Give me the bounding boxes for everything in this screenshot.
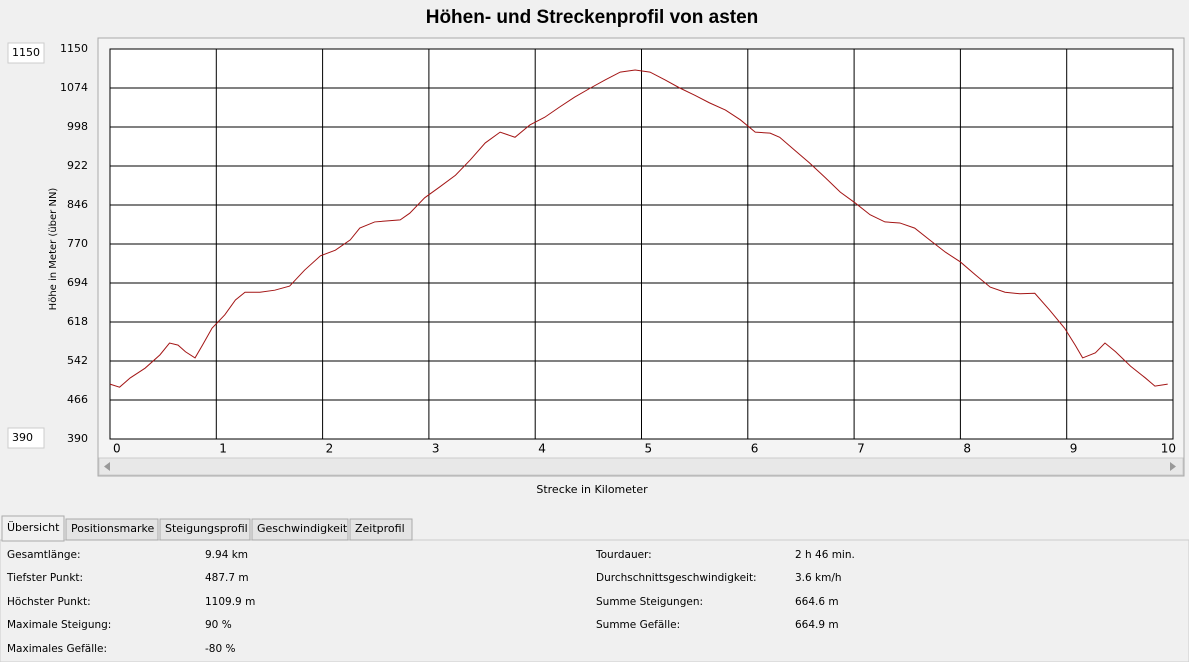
scroll-left[interactable]: [104, 462, 110, 471]
stat-value: 487.7 m: [205, 572, 249, 584]
y-tick-label: 466: [67, 393, 88, 406]
x-tick-label: 0: [113, 442, 121, 456]
stat-value: 664.9 m: [795, 619, 839, 631]
scrollbar[interactable]: [98, 457, 1184, 476]
ymin-box[interactable]: [7, 427, 45, 449]
stats: Gesamtlänge: 9.94 km Tiefster Punkt: 487.7 …: [6, 549, 855, 655]
y-tick-label: 694: [67, 276, 88, 289]
plot-border: [109, 48, 1174, 440]
tab[interactable]: [159, 518, 251, 541]
y-tick-label: 846: [67, 198, 88, 211]
elevation-line: [109, 69, 1168, 388]
tab[interactable]: [349, 518, 413, 541]
ymax-box[interactable]: [7, 42, 45, 64]
y-tick-label: 1074: [60, 81, 88, 94]
x-tick-label: 3: [432, 442, 440, 456]
stat-label: Summe Steigungen:: [596, 596, 703, 608]
scroll-right[interactable]: [1170, 462, 1176, 471]
x-tick-label: 9: [1070, 442, 1078, 456]
y-tick-label: 770: [67, 237, 88, 250]
y-tick-label: 542: [67, 354, 88, 367]
x-tick-label: 8: [963, 442, 971, 456]
stat-value: 2 h 46 min.: [795, 549, 855, 561]
x-tick-label: 10: [1161, 442, 1176, 456]
x-tick-label: 7: [857, 442, 865, 456]
stat-label: Tiefster Punkt:: [6, 572, 83, 584]
stat-value: 90 %: [205, 619, 232, 631]
y-tick-label: 1150: [60, 42, 88, 55]
stat-label: Höchster Punkt:: [7, 596, 91, 608]
stat-value: 9.94 km: [205, 549, 248, 561]
stat-value: 664.6 m: [795, 596, 839, 608]
stat-value: -80 %: [205, 643, 235, 655]
x-axis-label: Strecke in Kilometer: [536, 483, 648, 496]
chart-title: Höhen- und Streckenprofil von asten: [426, 7, 759, 28]
tab[interactable]: [251, 518, 349, 541]
tab-label: Positionsmarke: [71, 522, 155, 535]
stat-value: 3.6 km/h: [795, 572, 842, 584]
stats-panel: [0, 539, 1189, 662]
y-axis-label: Höhe in Meter (über NN): [48, 188, 59, 311]
x-tick-label: 1: [219, 442, 227, 456]
tab-label: Zeitprofil: [355, 522, 405, 535]
stat-label: Summe Gefälle:: [596, 619, 680, 631]
ymax-value: 1150: [12, 46, 40, 59]
tab[interactable]: [65, 518, 159, 541]
tab-label: Übersicht: [7, 521, 60, 534]
stat-label: Durchschnittsgeschwindigkeit:: [596, 572, 757, 584]
stat-label: Gesamtlänge:: [7, 549, 81, 561]
tab-label: Steigungsprofil: [165, 522, 248, 535]
y-tick-label: 998: [67, 120, 88, 133]
ymin-value: 390: [12, 431, 33, 444]
stat-label: Maximales Gefälle:: [7, 643, 107, 655]
x-tick-label: 6: [751, 442, 759, 456]
y-tick-label: 618: [67, 315, 88, 328]
tabs: Übersicht Positionsmarke Steigungsprofil Ge…: [1, 515, 413, 542]
x-tick-label: 4: [538, 442, 546, 456]
tab-label: Geschwindigkeit: [257, 522, 348, 535]
stat-label: Tourdauer:: [595, 549, 652, 561]
y-tick-label: 390: [67, 432, 88, 445]
x-tick-label: 2: [326, 442, 334, 456]
stat-label: Maximale Steigung:: [7, 619, 111, 631]
x-tick-label: 5: [645, 442, 653, 456]
tab[interactable]: [1, 515, 65, 542]
stat-value: 1109.9 m: [205, 596, 255, 608]
y-tick-label: 922: [67, 159, 88, 172]
